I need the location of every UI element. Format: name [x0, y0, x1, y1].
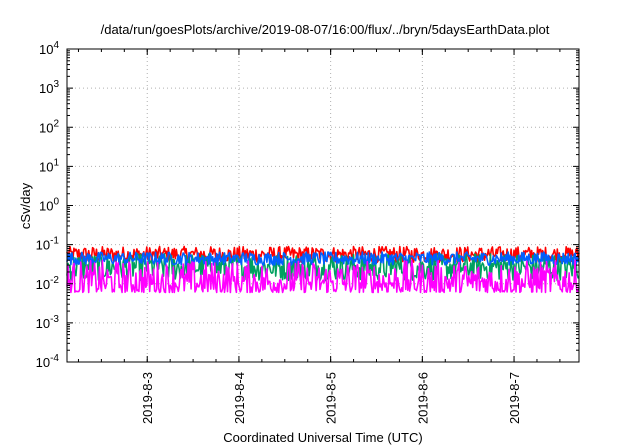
x-tick-label: 2019-8-5	[324, 372, 339, 424]
y-tick-label: 104	[39, 40, 59, 57]
y-tick-label: 102	[39, 118, 59, 135]
series-line	[66, 251, 580, 266]
x-tick-label: 2019-8-4	[232, 372, 247, 424]
y-tick-exponent: -1	[50, 236, 59, 247]
x-tick-label: 2019-8-7	[507, 372, 522, 424]
y-tick-base: 10	[36, 238, 50, 253]
chart-title: /data/run/goesPlots/archive/2019-08-07/1…	[101, 22, 550, 37]
series-line	[66, 252, 580, 282]
y-tick-base: 10	[39, 199, 53, 214]
y-tick-exponent: 1	[53, 157, 59, 168]
y-tick-label: 10-2	[36, 275, 60, 292]
y-tick-exponent: 3	[53, 79, 59, 90]
y-tick-label: 10-1	[36, 236, 60, 253]
y-tick-label: 10-4	[36, 353, 60, 370]
y-tick-base: 10	[36, 355, 50, 370]
y-tick-base: 10	[39, 42, 53, 57]
y-tick-exponent: -2	[50, 275, 59, 286]
y-tick-base: 10	[39, 81, 53, 96]
y-tick-label: 101	[39, 157, 59, 174]
x-tick-label: 2019-8-3	[140, 372, 155, 424]
series-line	[66, 259, 580, 294]
y-tick-label: 10-3	[36, 314, 60, 331]
y-tick-base: 10	[36, 316, 50, 331]
x-tick-label: 2019-8-6	[415, 372, 430, 424]
y-tick-label: 103	[39, 79, 59, 96]
y-tick-exponent: 0	[53, 197, 59, 208]
grid	[67, 49, 579, 362]
y-tick-exponent: 2	[53, 118, 59, 129]
y-tick-label: 100	[39, 197, 59, 214]
y-tick-exponent: 4	[53, 40, 59, 51]
y-tick-base: 10	[36, 277, 50, 292]
y-tick-base: 10	[39, 159, 53, 174]
series-group	[66, 245, 580, 294]
y-tick-base: 10	[39, 120, 53, 135]
y-tick-exponent: -3	[50, 314, 59, 325]
x-axis-label: Coordinated Universal Time (UTC)	[223, 430, 422, 445]
y-axis-label: cSv/day	[18, 182, 33, 229]
y-tick-exponent: -4	[50, 353, 59, 364]
